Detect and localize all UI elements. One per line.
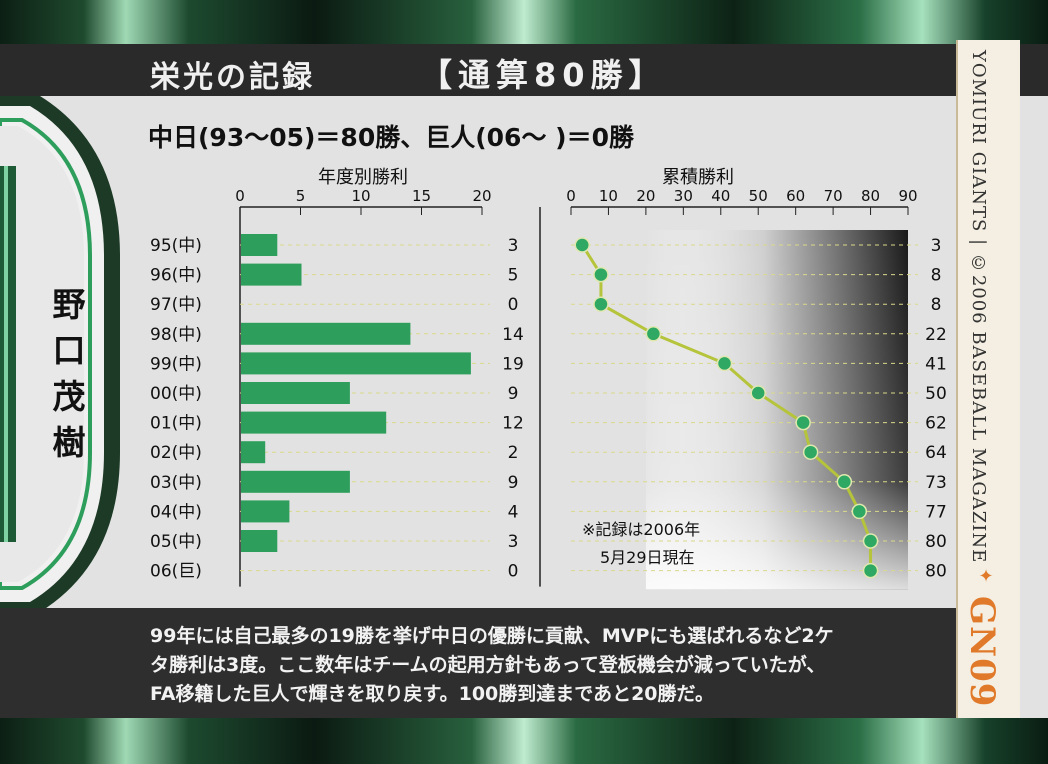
cumulative-value-label: 80 xyxy=(925,562,947,582)
win-bar xyxy=(241,263,302,286)
cumulative-value-label: 8 xyxy=(931,295,942,315)
cumulative-point xyxy=(593,266,609,283)
cumulative-value-label: 3 xyxy=(931,236,942,256)
section-title: 栄光の記録 xyxy=(150,60,315,95)
cumulative-value-label: 8 xyxy=(931,266,942,286)
line-chart-tick-label: 30 xyxy=(674,187,693,205)
copyright-text: YOMIURI GIANTS | ©2006 BASEBALL MAGAZINE xyxy=(968,50,989,564)
cumulative-point xyxy=(802,444,819,460)
win-bar xyxy=(241,234,278,256)
cumulative-point xyxy=(716,355,733,372)
subtitle: 中日(93〜05)＝80勝、巨人(06〜 )＝0勝 xyxy=(148,123,634,152)
as-of-note: ※記録は2006年 xyxy=(582,520,700,539)
right-credit-strip xyxy=(956,40,1020,726)
line-chart-tick-label: 20 xyxy=(636,187,655,205)
description: 99年には自己最多の19勝を挙げ中日の優勝に貢献、MVPにも選ばれるなど2ケ タ… xyxy=(150,622,950,709)
as-of-note: 5月29日現在 xyxy=(600,548,695,567)
cumulative-point xyxy=(851,503,868,520)
win-bar xyxy=(241,441,266,464)
line-chart-background-fade xyxy=(645,230,908,590)
bar-chart-tick-label: 15 xyxy=(412,187,431,205)
bar-value-label: 0 xyxy=(508,295,519,315)
category-label: 06(巨) xyxy=(150,562,202,582)
bar-value-label: 12 xyxy=(502,414,524,434)
cumulative-point xyxy=(574,237,590,253)
category-label: 01(中) xyxy=(150,414,202,434)
cumulative-point xyxy=(593,296,609,312)
win-bar xyxy=(241,530,278,552)
cumulative-value-label: 50 xyxy=(925,384,947,404)
line-chart-tick-label: 90 xyxy=(898,187,917,205)
card-code: GN09 xyxy=(962,596,1002,708)
bar-value-label: 0 xyxy=(508,562,519,582)
bar-chart-tick-label: 0 xyxy=(235,187,245,205)
cumulative-point xyxy=(645,326,662,342)
win-bar xyxy=(241,500,290,523)
description-bar xyxy=(0,608,956,720)
cumulative-value-label: 62 xyxy=(925,414,947,434)
cumulative-value-label: 22 xyxy=(925,325,947,345)
category-label: 02(中) xyxy=(150,443,202,463)
line-chart-tick-label: 60 xyxy=(786,187,805,205)
bar-value-label: 5 xyxy=(508,266,519,286)
bar-chart-tick-label: 20 xyxy=(472,187,491,205)
bar-value-label: 14 xyxy=(502,325,524,345)
category-label: 03(中) xyxy=(150,473,202,493)
category-label: 00(中) xyxy=(150,384,202,404)
bar-value-label: 3 xyxy=(508,532,519,552)
win-bar xyxy=(241,382,350,404)
win-bar xyxy=(241,352,471,375)
line-chart-tick-label: 70 xyxy=(824,187,843,205)
cumulative-value-label: 41 xyxy=(925,354,947,374)
bar-value-label: 9 xyxy=(508,473,519,493)
category-label: 95(中) xyxy=(150,236,202,256)
cumulative-point xyxy=(795,414,811,431)
bar-value-label: 9 xyxy=(508,384,519,404)
line-chart-tick-label: 50 xyxy=(749,187,768,205)
cumulative-value-label: 73 xyxy=(925,473,947,493)
left-decorative-panel xyxy=(0,96,120,612)
bar-chart-tick-label: 10 xyxy=(351,187,370,205)
bar-value-label: 19 xyxy=(502,354,524,374)
bar-value-label: 3 xyxy=(508,236,519,256)
bottom-decorative-band xyxy=(0,718,1048,764)
category-label: 04(中) xyxy=(150,502,202,522)
career-wins-title: 【通算80勝】 xyxy=(420,56,667,94)
bar-value-label: 2 xyxy=(508,443,519,463)
top-decorative-band xyxy=(0,0,1048,44)
line-chart-tick-label: 0 xyxy=(566,187,576,205)
category-label: 96(中) xyxy=(150,266,202,286)
cumulative-point xyxy=(862,562,879,579)
cumulative-value-label: 64 xyxy=(925,443,947,463)
player-name: 野口茂樹 xyxy=(52,285,86,462)
win-bar xyxy=(241,411,387,434)
team-logo-icon: ✦ xyxy=(978,566,994,587)
category-label: 99(中) xyxy=(150,354,202,374)
bar-chart-title: 年度別勝利 xyxy=(318,167,408,188)
description-line: タ勝利は3度。ここ数年はチームの起用方針もあって登板機会が減っていたが、 xyxy=(150,654,826,676)
category-label: 98(中) xyxy=(150,325,202,345)
win-bar xyxy=(241,322,411,345)
bar-value-label: 4 xyxy=(508,502,519,522)
cumulative-point xyxy=(750,385,766,401)
cumulative-point xyxy=(836,474,853,490)
win-bar xyxy=(241,470,350,493)
bar-chart-tick-label: 5 xyxy=(296,187,306,205)
description-line: 99年には自己最多の19勝を挙げ中日の優勝に貢献、MVPにも選ばれるなど2ケ xyxy=(150,625,834,647)
line-chart-title: 累積勝利 xyxy=(662,167,734,188)
category-label: 97(中) xyxy=(150,295,202,315)
line-chart-tick-label: 80 xyxy=(861,187,880,205)
title-bar xyxy=(0,44,1048,96)
category-label: 05(中) xyxy=(150,532,202,552)
cumulative-point xyxy=(862,533,879,549)
line-chart-tick-label: 10 xyxy=(599,187,618,205)
cumulative-value-label: 80 xyxy=(925,532,947,552)
line-chart-tick-label: 40 xyxy=(711,187,730,205)
description-line: FA移籍した巨人で輝きを取り戻す。100勝到達まであと20勝だ。 xyxy=(150,683,714,705)
cumulative-value-label: 77 xyxy=(925,502,947,522)
